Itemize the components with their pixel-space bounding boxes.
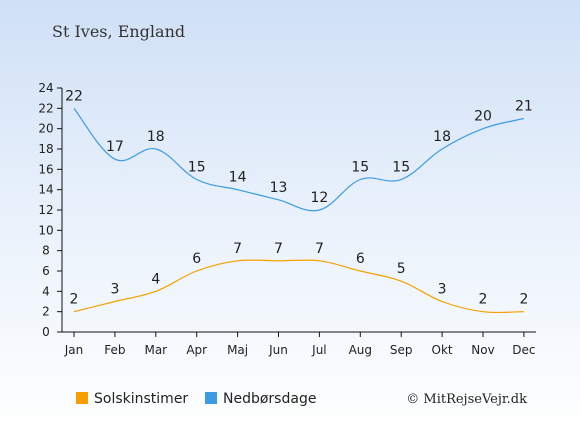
y-tick-label: 14 xyxy=(38,183,53,197)
series-line-1 xyxy=(73,259,524,314)
legend-label: Solskinstimer xyxy=(94,391,188,407)
x-tick-label: Aug xyxy=(349,343,372,357)
y-tick-label: 6 xyxy=(42,264,50,278)
y-tick-label: 0 xyxy=(42,325,50,339)
data-label: 15 xyxy=(392,160,410,176)
x-axis-ticks: Jan Feb Mar Apr Maj Jun Jul Aug Sep Okt Nov Dec xyxy=(64,332,536,357)
credit-text: © MitRejseVejr.dk xyxy=(406,392,527,407)
y-tick-label: 20 xyxy=(38,122,53,136)
data-label: 18 xyxy=(433,129,451,145)
data-label: 7 xyxy=(233,241,242,257)
x-tick-label: Mar xyxy=(144,343,167,357)
data-label: 18 xyxy=(147,129,165,145)
series-lines xyxy=(73,107,525,314)
data-label: 14 xyxy=(229,170,247,186)
data-label: 2 xyxy=(519,292,528,308)
data-label: 7 xyxy=(315,241,324,257)
x-tick-label: Jan xyxy=(64,343,84,357)
data-label: 6 xyxy=(356,251,365,267)
series-line-2 xyxy=(73,107,525,212)
y-tick-label: 8 xyxy=(42,244,50,258)
data-label: 4 xyxy=(151,271,160,287)
x-tick-label: Maj xyxy=(227,343,248,357)
y-tick-label: 16 xyxy=(38,162,53,176)
y-tick-label: 24 xyxy=(38,81,53,95)
data-label: 21 xyxy=(515,99,533,115)
data-label: 3 xyxy=(438,282,447,298)
data-label: 17 xyxy=(106,139,124,155)
data-label: 20 xyxy=(474,109,492,125)
y-tick-label: 2 xyxy=(42,305,50,319)
legend: Solskinstimer Nedbørsdage xyxy=(76,391,316,407)
data-label: 6 xyxy=(192,251,201,267)
data-label: 15 xyxy=(351,160,369,176)
chart-title: St Ives, England xyxy=(52,22,185,41)
y-tick-label: 12 xyxy=(38,203,53,217)
legend-swatch xyxy=(205,392,217,404)
data-label: 22 xyxy=(65,88,83,104)
legend-swatch xyxy=(76,392,88,404)
x-tick-label: Okt xyxy=(432,343,453,357)
x-tick-label: Feb xyxy=(104,343,125,357)
x-tick-label: Jul xyxy=(311,343,326,357)
y-tick-label: 18 xyxy=(38,142,53,156)
x-tick-label: Jun xyxy=(268,343,288,357)
x-tick-label: Apr xyxy=(186,343,207,357)
data-label: 5 xyxy=(397,261,406,277)
data-label: 15 xyxy=(188,160,206,176)
y-tick-label: 4 xyxy=(42,284,50,298)
data-label: 3 xyxy=(110,282,119,298)
data-label: 12 xyxy=(310,190,328,206)
data-label: 13 xyxy=(270,180,288,196)
legend-label: Nedbørsdage xyxy=(223,391,316,407)
data-label: 2 xyxy=(70,292,79,308)
y-tick-label: 10 xyxy=(38,223,53,237)
data-label: 7 xyxy=(274,241,283,257)
data-label: 2 xyxy=(479,292,488,308)
x-tick-label: Nov xyxy=(471,343,494,357)
y-tick-label: 22 xyxy=(38,101,53,115)
x-tick-label: Sep xyxy=(390,343,413,357)
x-tick-label: Dec xyxy=(512,343,535,357)
